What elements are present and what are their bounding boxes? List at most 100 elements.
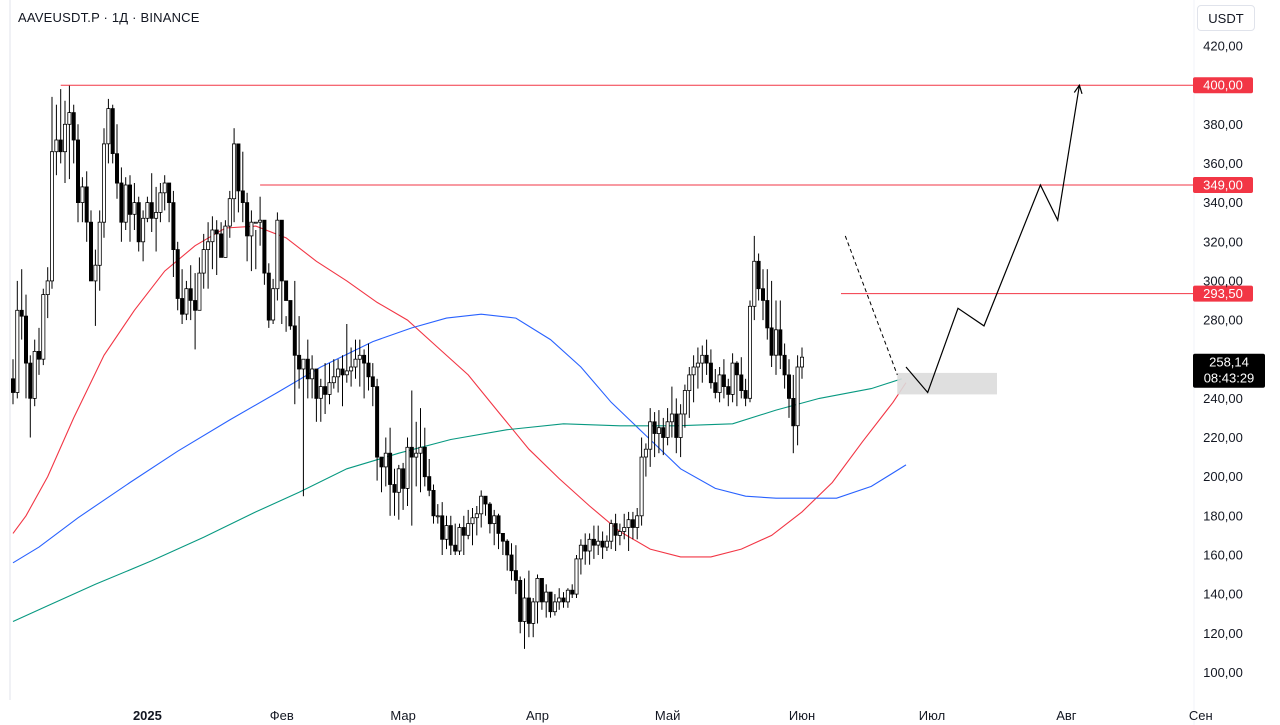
candle[interactable] [544, 584, 549, 618]
candle[interactable] [604, 535, 609, 551]
candle[interactable] [379, 456, 384, 493]
candle[interactable] [548, 591, 553, 618]
candle[interactable] [522, 578, 527, 649]
candle[interactable] [214, 220, 219, 275]
candle[interactable] [635, 508, 640, 540]
candle[interactable] [284, 280, 289, 332]
candle[interactable] [713, 369, 718, 399]
candle[interactable] [730, 353, 735, 403]
candle[interactable] [180, 269, 185, 324]
candle[interactable] [141, 210, 146, 262]
candle[interactable] [327, 363, 332, 405]
candle[interactable] [19, 269, 24, 340]
candle[interactable] [297, 316, 302, 389]
candle[interactable] [444, 515, 449, 550]
candle[interactable] [236, 143, 241, 213]
time-axis[interactable]: 2025 Фев Мар Апр Май Июн Июл Авг Сен [133, 708, 1213, 723]
candle[interactable] [331, 359, 336, 389]
candle[interactable] [405, 437, 410, 507]
candle[interactable] [427, 459, 432, 497]
candle[interactable] [71, 104, 76, 164]
candle[interactable] [123, 177, 128, 230]
candle[interactable] [188, 265, 193, 321]
candle[interactable] [232, 128, 237, 223]
candle[interactable] [154, 186, 159, 252]
candle[interactable] [474, 506, 479, 536]
candle[interactable] [102, 128, 107, 238]
candle[interactable] [58, 89, 63, 164]
candle[interactable] [119, 167, 124, 242]
candle[interactable] [93, 249, 98, 326]
candle[interactable] [245, 192, 250, 262]
candle[interactable] [782, 343, 787, 389]
candle[interactable] [535, 574, 540, 624]
candle[interactable] [561, 592, 566, 608]
candle[interactable] [648, 408, 653, 467]
candle[interactable] [674, 398, 679, 454]
candle[interactable] [388, 427, 393, 516]
candle[interactable] [106, 98, 111, 164]
candle[interactable] [652, 412, 657, 458]
drawings[interactable] [844, 83, 1083, 395]
candle[interactable] [323, 363, 328, 414]
candle[interactable] [149, 173, 154, 232]
candle[interactable] [292, 280, 297, 405]
candle[interactable] [50, 96, 55, 289]
candle[interactable] [717, 367, 722, 403]
candle[interactable] [97, 210, 102, 291]
candle[interactable] [687, 367, 692, 418]
candle[interactable] [483, 495, 488, 516]
candle[interactable] [617, 523, 622, 546]
candle[interactable] [158, 183, 163, 223]
candle[interactable] [513, 545, 518, 595]
candle[interactable] [665, 408, 670, 446]
candle[interactable] [700, 345, 705, 383]
candle[interactable] [340, 355, 345, 407]
candle[interactable] [708, 349, 713, 389]
candle[interactable] [409, 390, 414, 526]
candle[interactable] [336, 359, 341, 393]
candle[interactable] [383, 437, 388, 487]
candle[interactable] [761, 269, 766, 321]
candle[interactable] [596, 525, 601, 555]
candle[interactable] [466, 509, 471, 540]
candle[interactable] [479, 490, 484, 528]
candle[interactable] [349, 347, 354, 387]
candle[interactable] [197, 257, 202, 311]
candle[interactable] [765, 269, 770, 340]
candle[interactable] [492, 509, 497, 546]
candle[interactable] [630, 511, 635, 540]
candle[interactable] [704, 339, 709, 375]
candle[interactable] [609, 519, 614, 550]
candle[interactable] [262, 219, 267, 285]
candle[interactable] [453, 523, 458, 555]
candle[interactable] [271, 278, 276, 324]
candle[interactable] [240, 151, 245, 223]
candle[interactable] [275, 212, 280, 301]
candle[interactable] [171, 190, 176, 277]
candle[interactable] [266, 263, 271, 328]
candle[interactable] [89, 210, 94, 282]
candle[interactable] [565, 588, 570, 608]
candle[interactable] [509, 543, 514, 581]
candle[interactable] [362, 349, 367, 399]
candle[interactable] [28, 355, 33, 438]
candle[interactable] [396, 464, 401, 520]
candle[interactable] [743, 378, 748, 407]
candle[interactable] [132, 183, 137, 230]
candle[interactable] [314, 368, 319, 422]
candle[interactable] [84, 171, 89, 242]
candle[interactable] [487, 502, 492, 534]
candle[interactable] [249, 210, 254, 272]
candle[interactable] [15, 280, 20, 399]
candle[interactable] [656, 410, 661, 454]
candle[interactable] [695, 347, 700, 389]
candle[interactable] [739, 357, 744, 399]
candle[interactable] [10, 359, 15, 405]
candle[interactable] [206, 222, 211, 289]
candle[interactable] [622, 513, 627, 540]
candle[interactable] [448, 515, 453, 555]
candle[interactable] [201, 233, 206, 289]
